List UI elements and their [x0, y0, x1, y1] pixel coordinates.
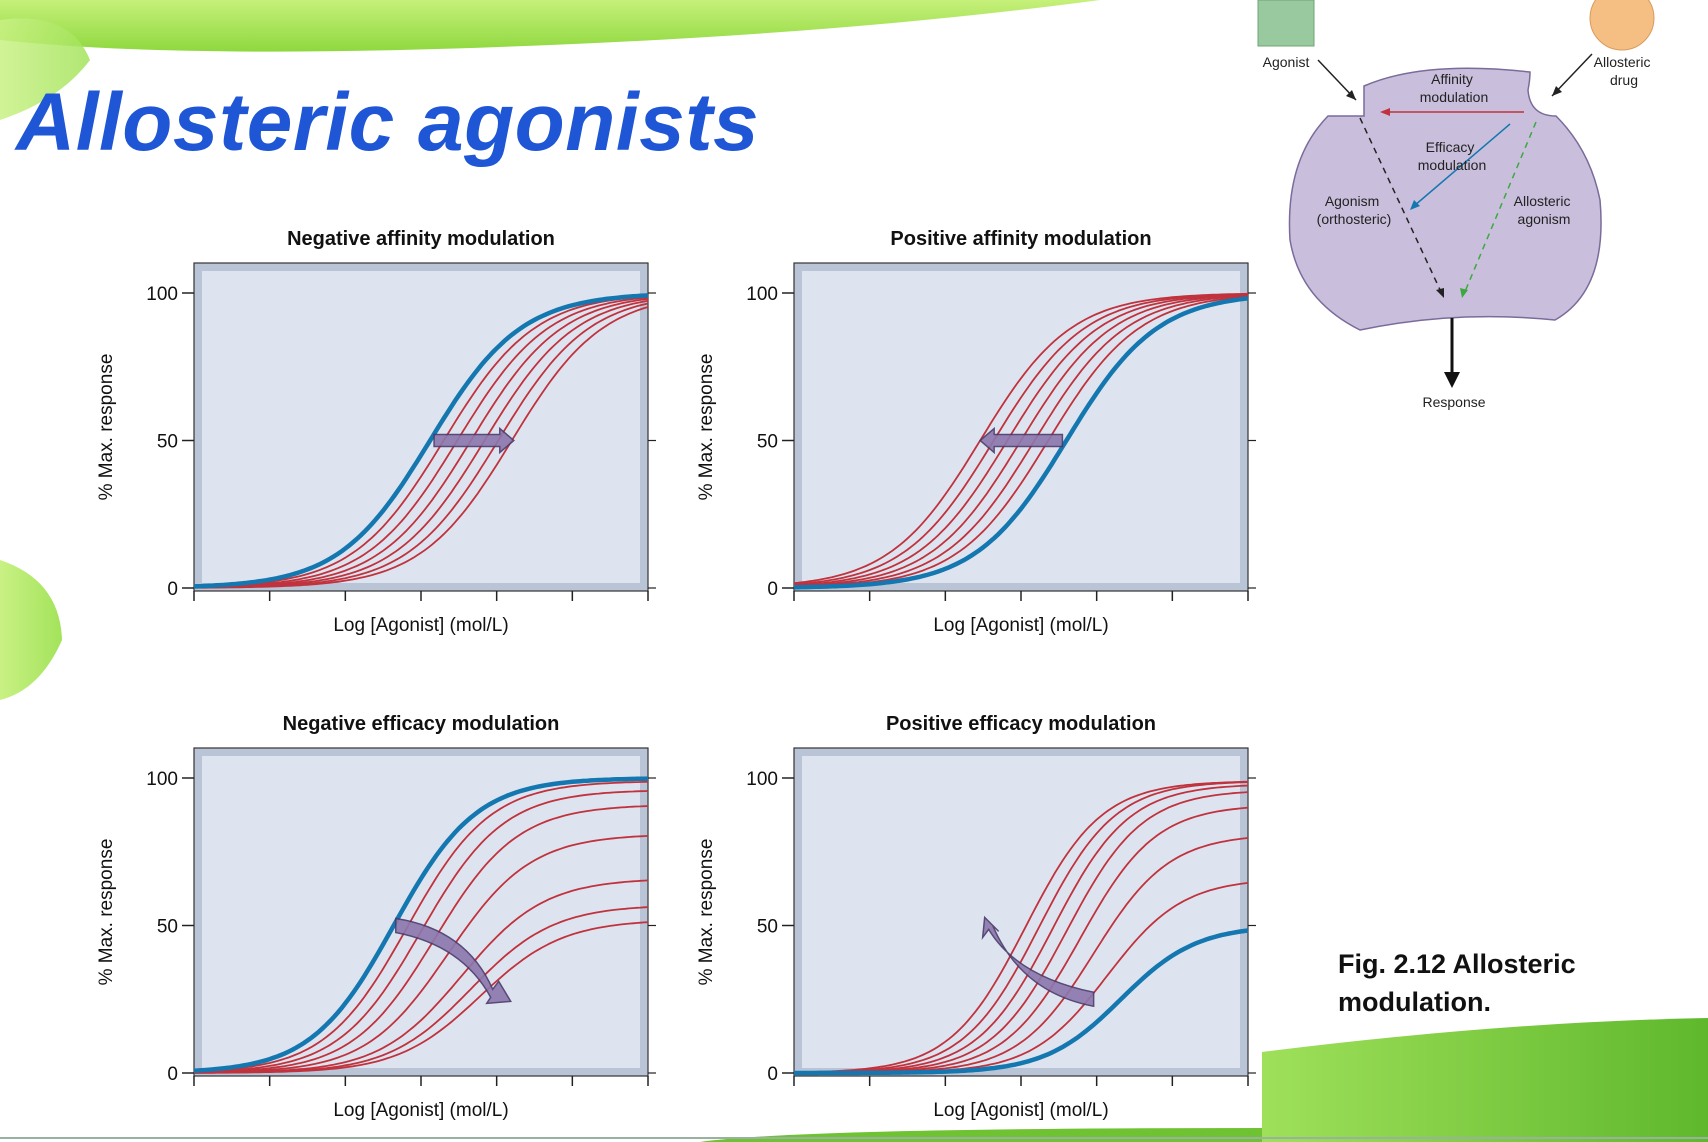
modulated-curve: [193, 835, 649, 1074]
y-tick-label: 100: [146, 284, 178, 305]
y-tick-label: 50: [757, 917, 778, 938]
allosteric-agonism-label-line2: agonism: [1518, 211, 1571, 227]
y-tick-label: 0: [167, 1064, 178, 1085]
agonist-label: Agonist: [1263, 54, 1310, 70]
affinity-label-line2: modulation: [1420, 89, 1489, 105]
chart-panel-3: Negative efficacy modulation Log [Agonist…: [96, 713, 656, 1121]
x-axis-label: Log [Agonist] (mol/L): [933, 1100, 1108, 1121]
x-axis-label: Log [Agonist] (mol/L): [933, 615, 1108, 636]
agonist-arrowhead-icon: [1346, 90, 1356, 100]
efficacy-modulation-arrow-icon: [1413, 123, 1511, 207]
y-tick-label: 0: [767, 579, 778, 600]
modulated-curve: [193, 921, 649, 1074]
chart-panel-4: Positive efficacy modulation Log [Agonist…: [696, 713, 1256, 1121]
agonist-square-icon: [1257, 0, 1315, 47]
figure-caption: Fig. 2.12 Allosteric modulation.: [1338, 949, 1576, 1017]
plot-area: [202, 271, 640, 583]
modulated-curve: [793, 293, 1249, 586]
left-leaf-shape-top: [0, 18, 90, 120]
modulated-curve: [193, 805, 649, 1074]
allosteric-drug-circle-icon: [1589, 0, 1655, 51]
modulated-curve: [193, 296, 649, 588]
affinity-label-line1: Affinity: [1431, 71, 1473, 87]
agonism-label-line1: Agonism: [1325, 193, 1379, 209]
agonism-arrowhead-icon: [1436, 288, 1444, 298]
reference-curve: [193, 293, 649, 589]
y-axis-label: % Max. response: [96, 839, 117, 986]
y-tick-label: 100: [146, 769, 178, 790]
modulated-curve: [793, 292, 1249, 585]
modulated-curve: [793, 293, 1249, 587]
y-tick-label: 100: [746, 284, 778, 305]
allosteric-agonism-label: Allosteric agonism: [1514, 193, 1575, 227]
x-axis-label: Log [Agonist] (mol/L): [333, 1100, 508, 1121]
allosteric-drug-label-line2: drug: [1610, 72, 1638, 88]
reference-curve: [793, 296, 1249, 590]
y-axis-label: % Max. response: [96, 354, 117, 501]
plot-area: [202, 756, 640, 1068]
y-tick-label: 50: [157, 432, 178, 453]
receptor-shape: [1288, 67, 1602, 331]
chart-title: Positive affinity modulation: [890, 228, 1151, 250]
allosteric-arrowhead-icon: [1552, 86, 1562, 96]
affinity-arrowhead-icon: [1380, 108, 1390, 116]
modulated-curve: [193, 780, 649, 1073]
shift-left-arrow-icon: [978, 426, 1064, 455]
modulated-curve: [793, 781, 1249, 1074]
y-tick-label: 50: [157, 917, 178, 938]
top-banner-shape: [0, 0, 1100, 52]
y-axis-label: % Max. response: [696, 354, 717, 501]
response-arrowhead-icon: [1444, 372, 1460, 388]
y-tick-label: 0: [767, 1064, 778, 1085]
x-axis-label: Log [Agonist] (mol/L): [333, 615, 508, 636]
affinity-modulation-label: Affinity modulation: [1420, 71, 1489, 105]
modulated-curve: [793, 780, 1248, 1074]
allosteric-drug-label: Allosteric drug: [1594, 54, 1655, 88]
curved-shift-arrow-icon: [981, 915, 1095, 1008]
response-label: Response: [1422, 394, 1485, 410]
y-tick-label: 100: [746, 769, 778, 790]
allosteric-agonism-label-line1: Allosteric: [1514, 193, 1571, 209]
y-tick-label: 0: [167, 579, 178, 600]
shift-right-arrow-icon: [433, 426, 515, 455]
efficacy-arrowhead-icon: [1410, 200, 1420, 210]
agonism-label-line2: (orthosteric): [1317, 211, 1392, 227]
allosteric-agonism-dashed-arrow-icon: [1463, 121, 1537, 295]
reference-curve: [794, 928, 1249, 1076]
efficacy-label-line2: modulation: [1418, 157, 1487, 173]
chart-title: Negative efficacy modulation: [283, 713, 560, 735]
slide-title: Allosteric agonists: [16, 77, 760, 168]
y-axis-label: % Max. response: [696, 839, 717, 986]
left-leaf-shape-middle: [0, 560, 62, 700]
chart-title: Negative affinity modulation: [287, 228, 555, 250]
reference-curve: [193, 776, 649, 1073]
allosteric-drug-label-line1: Allosteric: [1594, 54, 1651, 70]
agonism-label: Agonism (orthosteric): [1317, 193, 1392, 227]
efficacy-modulation-label: Efficacy modulation: [1418, 139, 1487, 173]
modulated-curve: [793, 294, 1249, 588]
efficacy-label-line1: Efficacy: [1426, 139, 1475, 155]
modulated-curve: [194, 306, 649, 589]
chart-title: Positive efficacy modulation: [886, 713, 1156, 735]
allosteric-agonism-arrowhead-icon: [1460, 288, 1468, 298]
curved-shift-arrow-icon: [395, 917, 512, 1005]
chart-panel-2: Positive affinity modulation Log [Agonist…: [696, 228, 1256, 636]
y-tick-label: 50: [757, 432, 778, 453]
bottom-banner-shape: [1262, 1018, 1708, 1142]
chart-panel-1: Negative affinity modulation Log [Agonist…: [96, 228, 656, 636]
